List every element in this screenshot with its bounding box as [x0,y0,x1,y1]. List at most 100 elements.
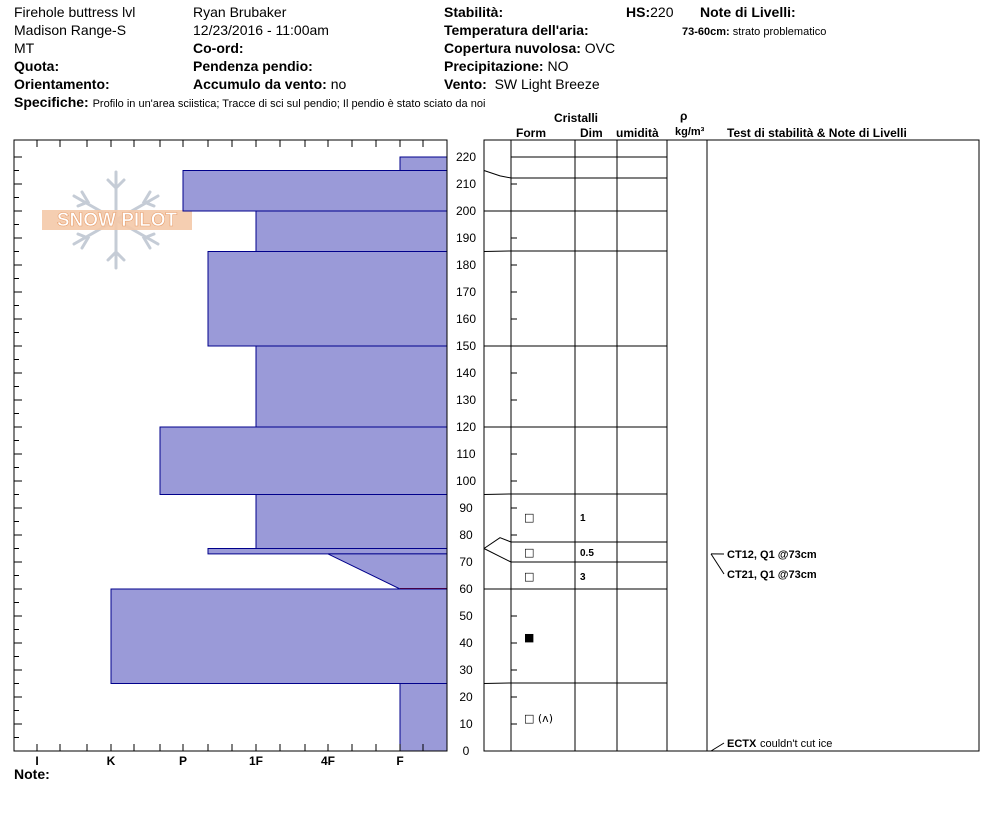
specifics-label: Specifiche: [14,94,89,110]
depth-tick-label: 180 [456,258,476,272]
crystal-form: □ (ʌ) [524,712,553,725]
hardness-label: P [179,754,187,768]
cloud-label: Copertura nuvolosa: [444,40,581,56]
depth-tick-label: 150 [456,339,476,353]
form-header: Form [516,126,546,140]
depth-tick-label: 140 [456,366,476,380]
logo-text: SNOW PILOT [57,210,178,231]
precip-label: Precipitazione: [444,58,544,74]
crystal-form: □ [524,546,534,559]
precipitation: Precipitazione: NO [444,58,568,74]
depth-tick-label: 0 [463,744,470,758]
hardness-layer [182,170,448,212]
depth-tick-label: 110 [456,447,475,461]
snow-height: HS:220 [626,4,673,20]
hardness-layer [159,426,448,495]
hardness-label: F [396,754,403,768]
crystal-form: □ [524,570,534,583]
crystal-form: □ [524,511,534,524]
crystal-size: 3 [580,572,586,583]
precip-value: NO [547,58,569,74]
tests-header: Test di stabilità & Note di Livelli [727,126,907,140]
orientation-label: Orientamento: [14,76,110,92]
hardness-layer [255,345,448,428]
crystal-size: 0.5 [580,548,594,559]
test-text: couldn't cut ice [760,738,832,750]
hardness-layers [110,156,448,752]
depth-tick-label: 50 [459,609,473,623]
depth-tick-label: 60 [459,582,473,596]
depth-tick-label: 220 [456,150,476,164]
stability-label: Stabilità: [444,4,504,20]
depth-tick-label: 90 [459,501,473,515]
layer-notes-label: Note di Livelli: [700,4,796,20]
wind-label: Vento: [444,76,487,92]
test-text: CT12, Q1 @73cm [727,549,817,561]
hardness-layer [255,494,448,549]
date-time: 12/23/2016 - 11:00am [193,22,329,38]
hardness-layer [399,683,448,752]
depth-tick-label: 100 [456,474,476,488]
slope-label: Pendenza pendio: [193,58,313,74]
hardness-layer [110,588,448,684]
hardness-layer [207,251,448,347]
depth-tick-label: 170 [456,285,476,299]
hardness-layer [255,210,448,252]
depth-tick-label: 30 [459,663,473,677]
layer-note: 73-60cm: strato problematico [682,24,826,40]
crystal-form: ■ [524,631,534,644]
cloud-cover: Copertura nuvolosa: OVC [444,40,615,56]
stability-test-marks: CT12, Q1 @73cm CT21, Q1 @73cm ECTX couldn't… [710,549,832,752]
depth-tick-label: 210 [456,177,476,191]
crystal-size: 1 [580,513,586,524]
test-code: ECTX [727,738,757,750]
depth-axis: 0 10 20 30 40 50 60 70 80 90 100 110 120 130 140 150 160… [456,150,476,758]
row-connector [483,537,512,549]
depth-tick-label: 80 [459,528,473,542]
crystal-marks: □ 1 □ 0.5 □ 3 ■ □ (ʌ) [524,511,594,725]
row-connector [483,493,512,495]
depth-tick-label: 40 [459,636,473,650]
notes-label: Note: [14,766,50,782]
air-temp-label: Temperatura dell'aria: [444,22,589,38]
snowpilot-logo: SNOW PILOT [42,170,192,270]
quota-label: Quota: [14,58,60,74]
specifics: Specifiche: Profilo in un'area sciistica… [14,94,485,112]
row-connector [483,250,512,252]
location-name: Firehole buttress lvl [14,4,136,20]
cloud-value: OVC [584,40,616,56]
layer-table [483,139,980,752]
wind-load-value: no [330,76,347,92]
specifics-text: Profilo in un'area sciistica; Tracce di … [92,98,486,110]
hardness-label: K [107,754,116,768]
range-name: Madison Range-S [14,22,127,38]
test-arrow [710,742,725,752]
row-connector [483,682,512,684]
density-unit-header: kg/m³ [675,126,705,138]
state-name: MT [14,40,35,56]
depth-tick-label: 120 [456,420,476,434]
observer-name: Ryan Brubaker [193,4,287,20]
depth-tick-label: 70 [459,555,473,569]
depth-tick-label: 200 [456,204,476,218]
wind-load-label: Accumulo da vento: [193,76,327,92]
wind-value: SW Light Breeze [494,76,600,92]
wind-load: Accumulo da vento: no [193,76,346,92]
moisture-header: umidità [616,126,659,140]
depth-tick-label: 130 [456,393,476,407]
hs-label: HS: [626,4,651,20]
coord-label: Co-ord: [193,40,244,56]
depth-tick-label: 20 [459,690,473,704]
layer-note-range: 73-60cm: [682,26,730,38]
hardness-label: 4F [321,754,335,768]
layer-note-text: strato problematico [732,26,827,38]
crystals-header: Cristalli [554,111,599,125]
hs-value: 220 [650,4,674,20]
wind: Vento: SW Light Breeze [444,76,600,92]
dim-header: Dim [580,126,603,140]
hardness-label: 1F [249,754,263,768]
layer-table-border [483,139,980,752]
hardness-plot-border [13,139,448,752]
hardness-layer [327,553,448,590]
